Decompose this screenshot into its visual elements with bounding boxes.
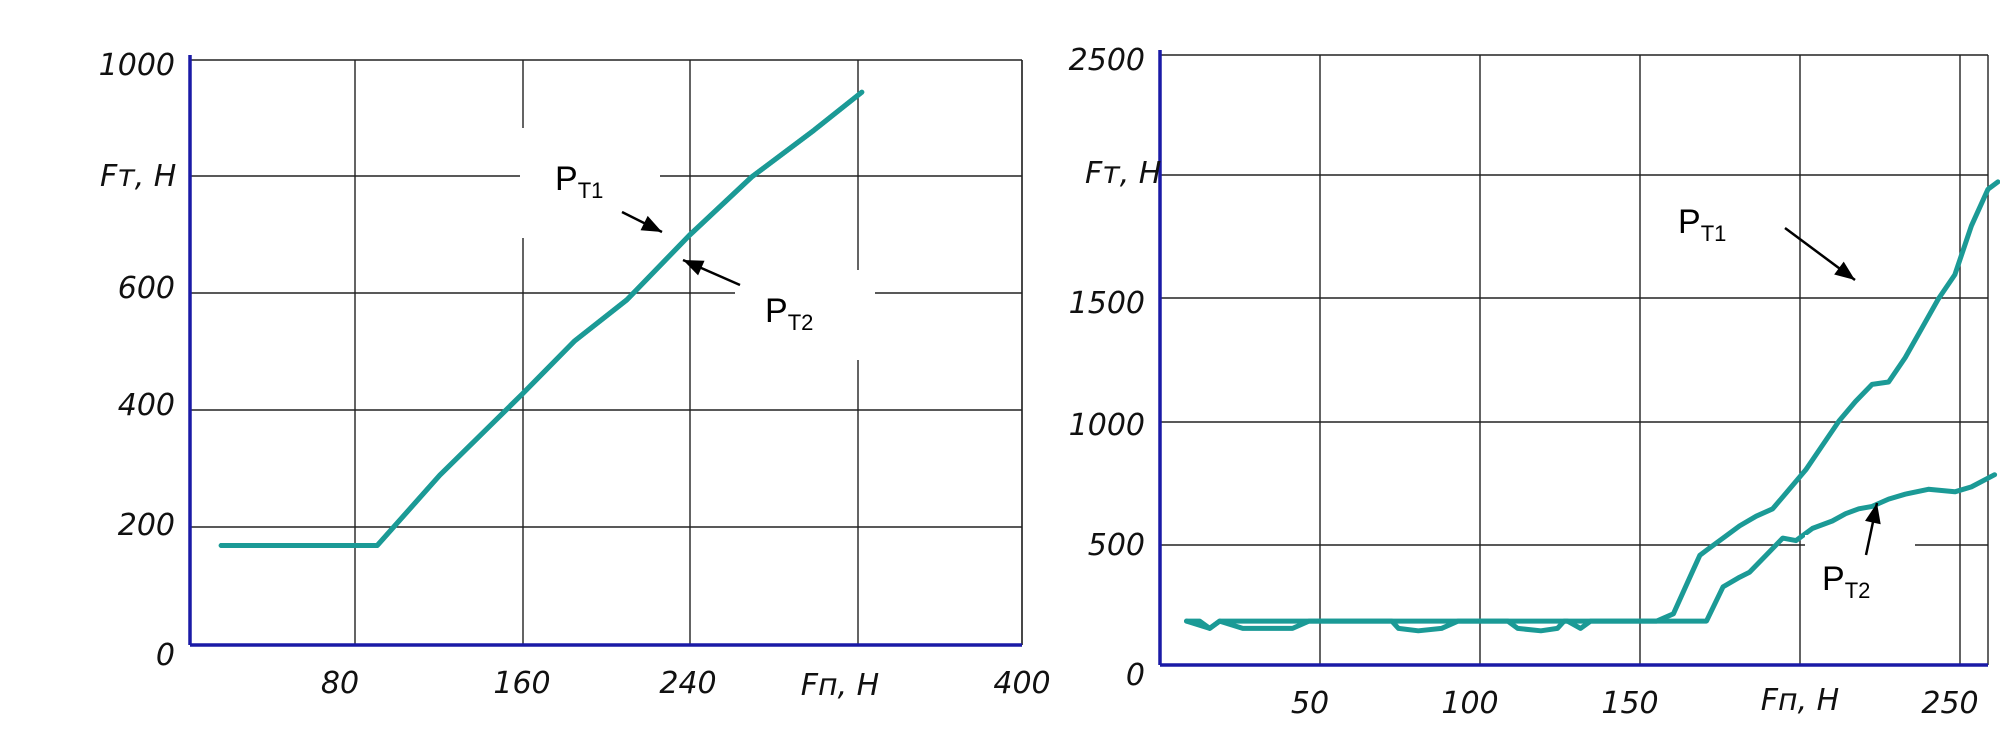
y-axis-label: Fт, Н bbox=[100, 159, 176, 194]
x-tick-label: 80 bbox=[321, 666, 359, 701]
arrowhead-icon bbox=[683, 260, 705, 276]
chart-1: 0 200 400 600 1000 80 160 240 400 Fп, Н Fт, Н PТ1 PТ… bbox=[99, 48, 1051, 703]
label-background bbox=[1805, 535, 1915, 625]
series-label-Pт2: PТ2 bbox=[765, 292, 813, 335]
chart-2: 0 500 1000 1500 2500 50 100 150 250 Fп, Н Fт, Н PТ1… bbox=[1069, 43, 2000, 721]
arrowhead-icon bbox=[1865, 503, 1881, 525]
y-tick-label: 1000 bbox=[99, 48, 175, 83]
label-background bbox=[735, 270, 875, 360]
x-axis-label: Fп, Н bbox=[1761, 683, 1840, 718]
y-tick-label: 200 bbox=[118, 508, 175, 543]
series-line-Pт2 bbox=[218, 89, 865, 548]
x-tick-label: 400 bbox=[993, 666, 1050, 701]
x-tick-label: 160 bbox=[493, 666, 550, 701]
y-tick-label: 0 bbox=[1126, 658, 1145, 693]
x-axis-label: Fп, Н bbox=[801, 668, 880, 703]
series-label-Pт2: PТ2 bbox=[1822, 560, 1870, 603]
series-label-Pт1: PТ1 bbox=[1678, 203, 1726, 246]
y-axis-label: Fт, Н bbox=[1085, 156, 1161, 191]
arrowhead-icon bbox=[640, 215, 662, 232]
y-tick-label: 2500 bbox=[1069, 43, 1145, 78]
label-background bbox=[1670, 180, 1790, 260]
series-label-Pт1: PТ1 bbox=[555, 160, 603, 203]
y-tick-label: 600 bbox=[118, 271, 175, 306]
arrowhead-icon bbox=[1834, 261, 1855, 280]
y-tick-label: 1000 bbox=[1069, 408, 1145, 443]
x-tick-label: 100 bbox=[1441, 686, 1498, 721]
x-tick-label: 240 bbox=[659, 666, 716, 701]
x-tick-label: 150 bbox=[1601, 686, 1658, 721]
y-tick-label: 0 bbox=[156, 638, 175, 673]
y-tick-label: 500 bbox=[1088, 528, 1145, 563]
y-tick-label: 400 bbox=[118, 388, 175, 423]
x-tick-label: 50 bbox=[1291, 686, 1329, 721]
y-tick-label: 1500 bbox=[1069, 286, 1145, 321]
x-tick-label: 250 bbox=[1921, 686, 1978, 721]
series-line-Pт2 bbox=[1184, 472, 1998, 634]
